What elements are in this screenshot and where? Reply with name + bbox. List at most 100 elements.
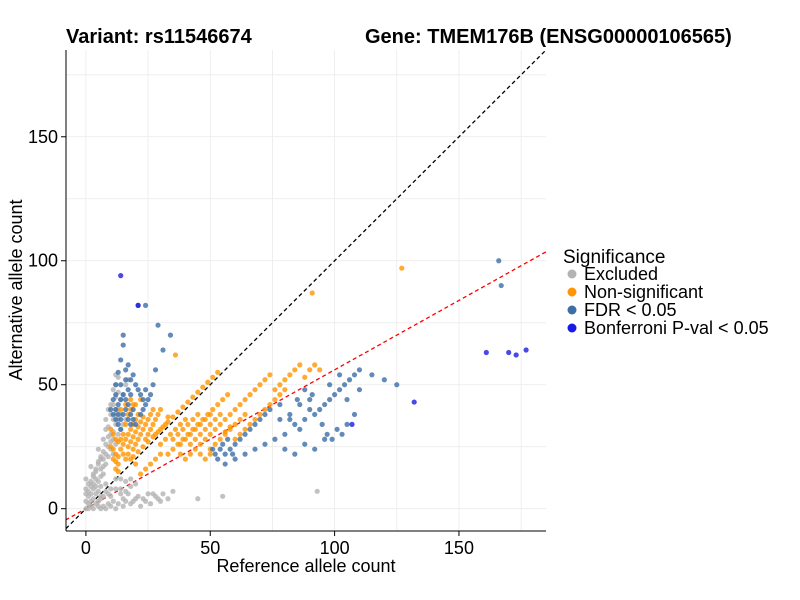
data-point <box>242 431 248 437</box>
data-point <box>113 486 119 492</box>
data-point <box>227 424 233 430</box>
data-point <box>115 454 121 460</box>
data-point <box>195 421 201 427</box>
data-point <box>113 476 119 482</box>
data-point <box>118 436 124 442</box>
reference-line-identity <box>66 50 546 530</box>
data-point <box>95 446 101 452</box>
data-point <box>257 416 263 423</box>
data-point <box>314 488 320 494</box>
data-point <box>317 367 323 373</box>
data-point <box>232 421 238 427</box>
data-point <box>202 426 208 432</box>
data-point <box>190 394 196 400</box>
data-point <box>297 401 303 408</box>
data-point <box>262 406 268 413</box>
data-point <box>190 426 196 432</box>
legend-marker <box>567 269 577 279</box>
data-point <box>152 367 159 373</box>
data-point <box>302 387 308 393</box>
data-point <box>339 431 345 437</box>
data-point <box>217 446 223 452</box>
data-point <box>294 396 300 403</box>
data-point <box>108 486 114 492</box>
data-point <box>150 421 156 427</box>
data-point <box>83 476 89 482</box>
data-point <box>98 473 104 480</box>
data-point <box>98 493 104 499</box>
data-point <box>170 488 176 494</box>
gridlines <box>66 50 546 531</box>
data-point <box>207 451 213 457</box>
data-point <box>98 483 104 489</box>
data-point <box>292 367 298 373</box>
data-point <box>83 498 89 504</box>
data-point <box>195 411 201 418</box>
data-point <box>125 401 131 408</box>
data-point <box>140 444 146 450</box>
data-point <box>247 421 253 427</box>
data-point <box>138 392 144 398</box>
data-point <box>140 396 146 403</box>
data-point <box>200 384 206 390</box>
data-point <box>103 481 109 487</box>
data-point <box>135 387 141 393</box>
data-point <box>225 436 231 442</box>
data-point <box>215 369 221 375</box>
series-bonferroni-p-val-0-05 <box>118 273 529 427</box>
data-point <box>356 387 363 393</box>
data-point <box>93 466 99 472</box>
legend-title: Significance <box>563 247 665 268</box>
data-point <box>277 392 283 398</box>
data-point <box>207 431 213 437</box>
data-point <box>155 429 161 435</box>
data-point <box>252 387 258 393</box>
data-point <box>115 411 121 418</box>
data-point <box>85 488 91 494</box>
data-point <box>162 436 169 442</box>
data-point <box>217 411 223 418</box>
data-point <box>190 416 196 423</box>
data-point <box>172 352 179 358</box>
data-point <box>232 456 238 462</box>
data-point <box>322 436 328 442</box>
data-point <box>130 401 136 408</box>
data-point <box>212 441 218 447</box>
data-point <box>217 421 223 427</box>
data-point <box>170 436 176 442</box>
legend: Significance ExcludedNon-significantFDR … <box>563 247 769 338</box>
data-point <box>90 496 96 502</box>
data-point <box>187 451 193 457</box>
data-point <box>142 421 149 427</box>
data-point <box>128 392 134 398</box>
data-point <box>123 367 129 373</box>
data-point <box>302 416 308 423</box>
series-non-significant <box>108 265 405 477</box>
data-point <box>210 406 216 413</box>
x-tick-label: 50 <box>200 538 220 558</box>
legend-marker <box>567 323 577 333</box>
series-fdr-0-05 <box>108 258 504 467</box>
data-point <box>133 421 139 427</box>
data-point <box>155 411 161 418</box>
data-point <box>135 436 141 442</box>
data-point <box>115 369 121 375</box>
data-point <box>496 258 502 264</box>
data-point <box>125 431 131 437</box>
data-point <box>113 406 119 413</box>
data-point <box>222 461 228 467</box>
data-point <box>513 352 519 358</box>
data-point <box>115 401 121 408</box>
data-point <box>165 419 171 425</box>
data-point <box>212 416 218 423</box>
data-point <box>120 431 126 437</box>
data-point <box>334 426 340 432</box>
data-point <box>167 332 174 338</box>
data-point <box>110 498 116 504</box>
data-point <box>247 426 253 432</box>
data-point <box>319 421 325 427</box>
data-point <box>262 441 268 447</box>
data-point <box>202 456 208 462</box>
y-tick-label: 150 <box>28 127 58 147</box>
